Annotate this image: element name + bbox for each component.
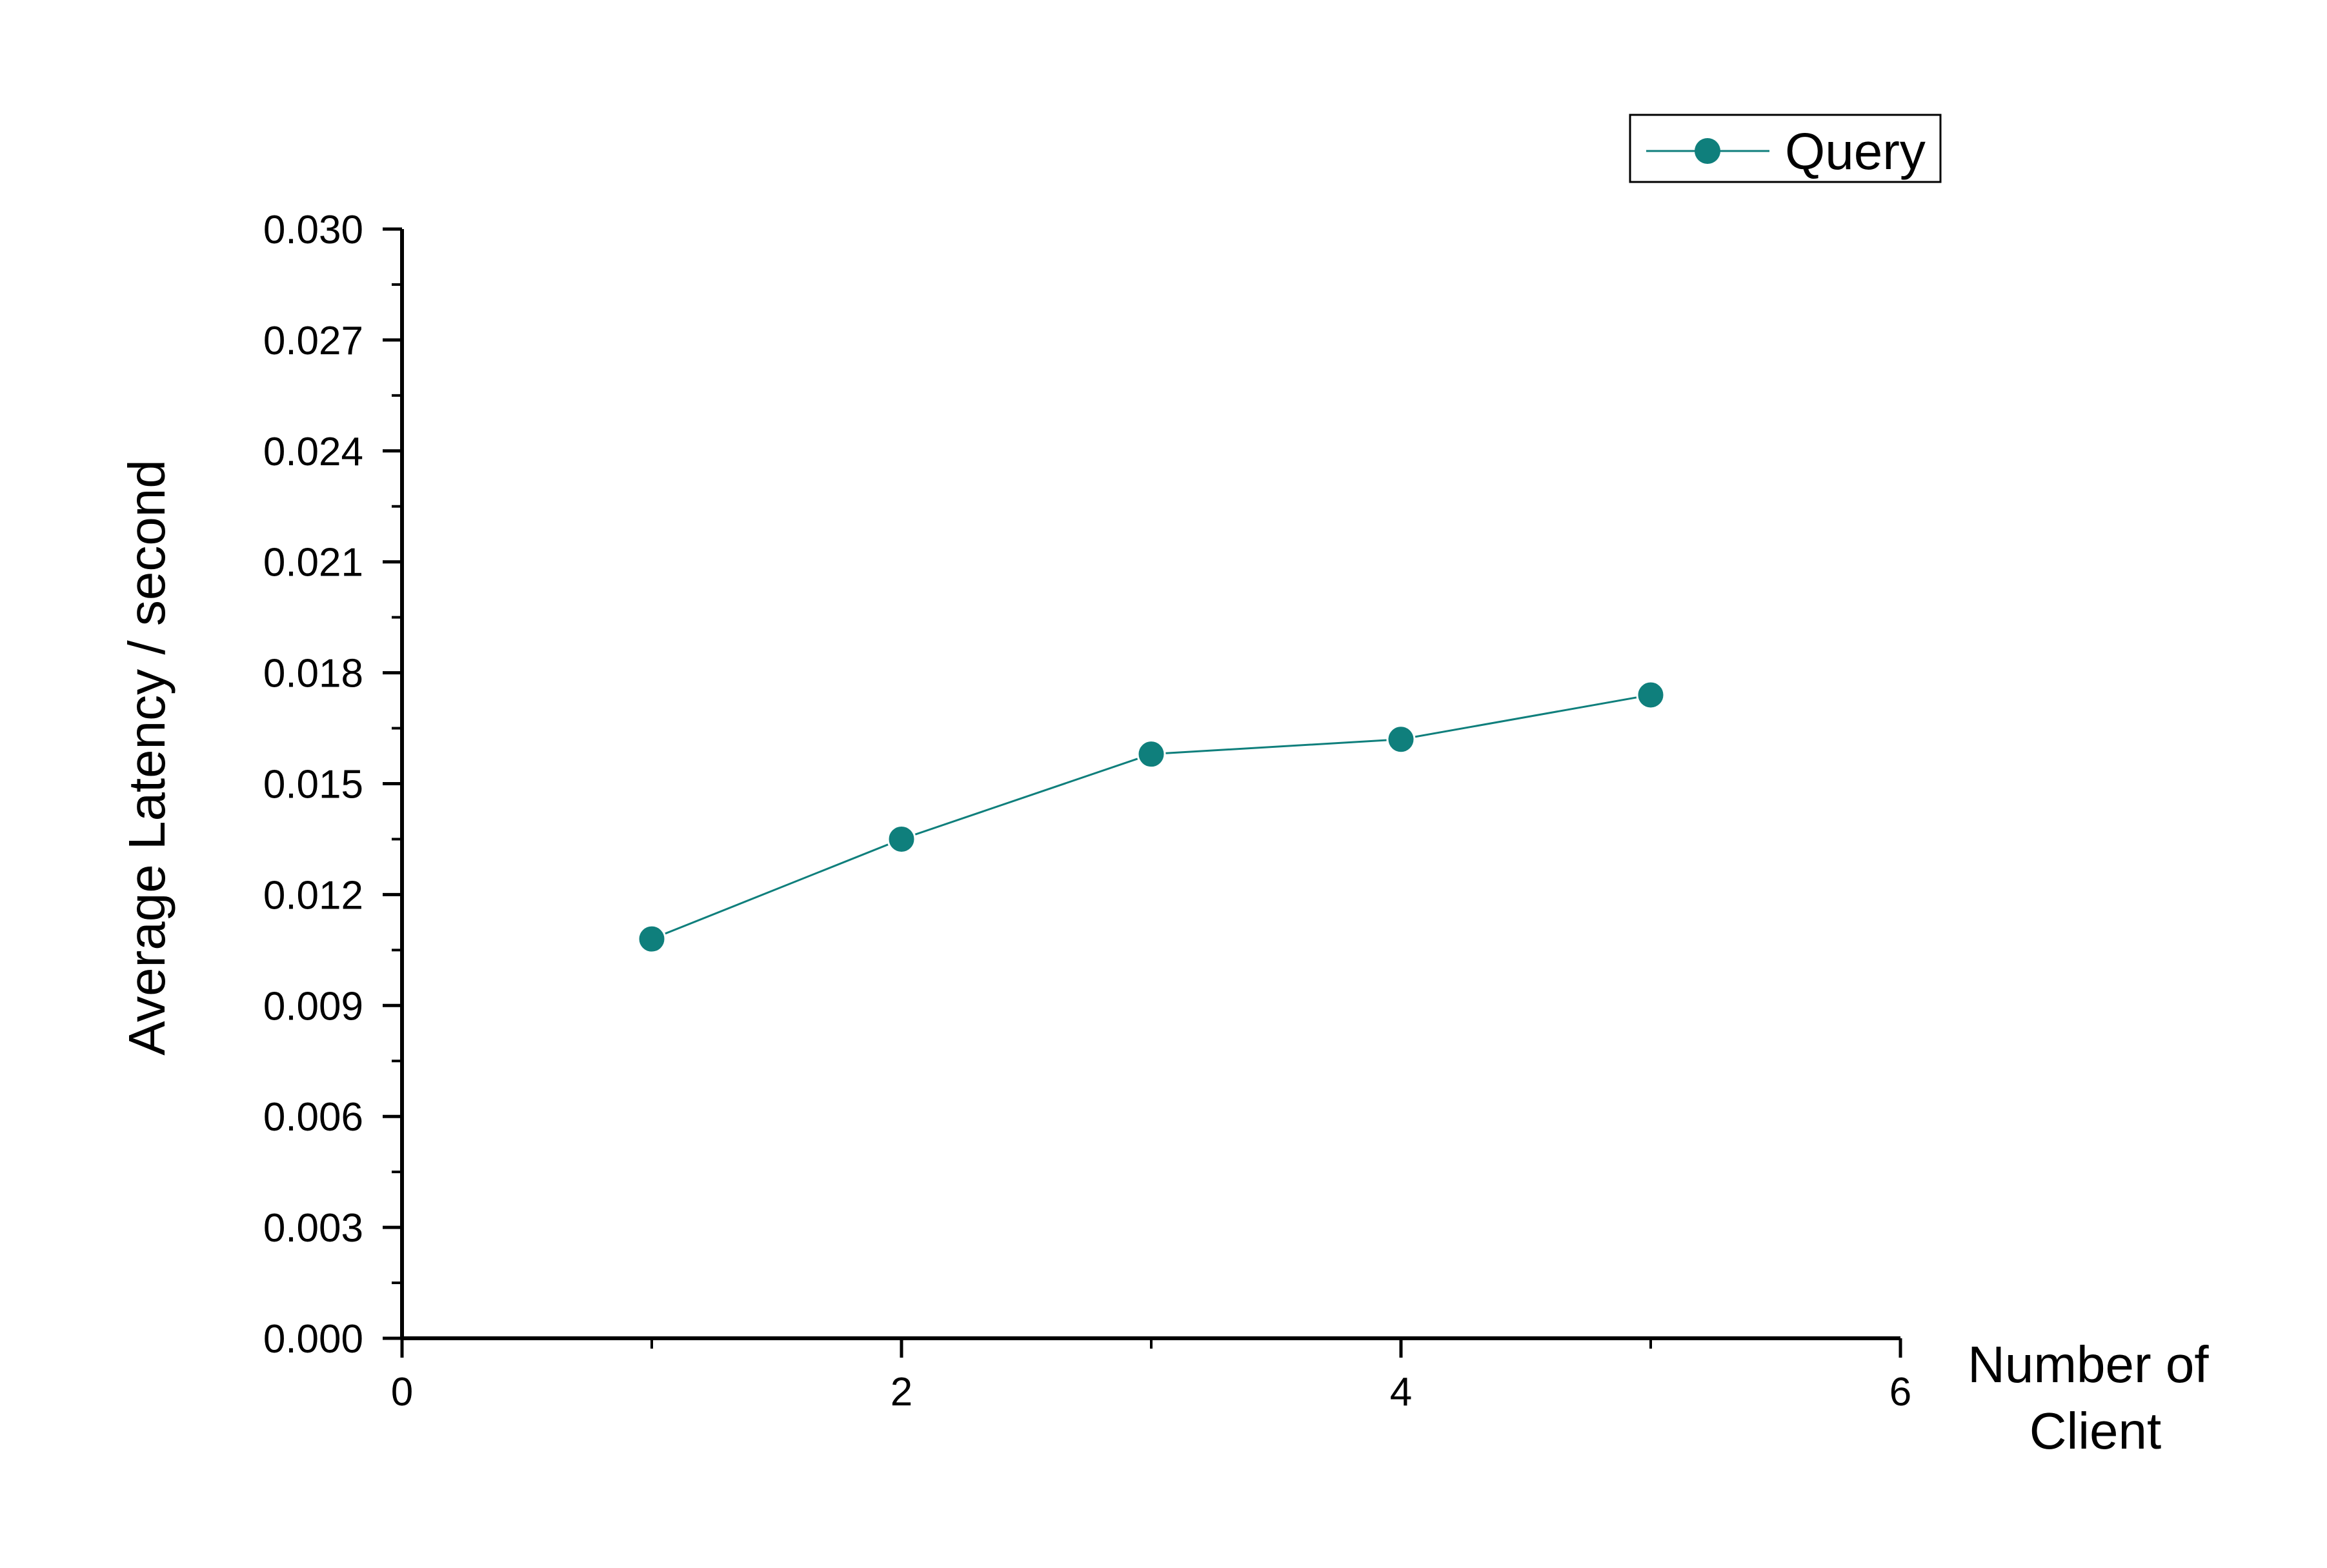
y-tick-label: 0.006: [263, 1095, 363, 1140]
y-axis-title: Average Latency / second: [118, 459, 176, 1056]
y-tick-label: 0.018: [263, 652, 363, 696]
data-point: [1636, 680, 1666, 710]
x-ticks: 0 2 4 6: [391, 1338, 1911, 1414]
y-tick-label: 0.024: [263, 430, 363, 474]
x-axis-title: Number of Client: [1968, 1336, 2223, 1460]
y-ticks: 0.000 0.003 0.006 0.009 0.012 0.015 0.018 0.021…: [263, 208, 402, 1362]
axes: [400, 229, 1900, 1340]
y-tick-label: 0.000: [263, 1317, 363, 1362]
y-tick-label: 0.021: [263, 541, 363, 585]
y-tick-label: 0.012: [263, 873, 363, 918]
x-axis-title-line-1: Number of: [1968, 1336, 2209, 1393]
data-point: [887, 824, 916, 854]
x-tick-label: 6: [1889, 1370, 1911, 1414]
x-axis-title-line-2: Client: [2030, 1402, 2162, 1460]
x-tick-label: 2: [891, 1370, 912, 1414]
x-tick-label: 4: [1390, 1370, 1412, 1414]
y-tick-label: 0.003: [263, 1206, 363, 1251]
y-tick-label: 0.015: [263, 763, 363, 807]
data-point: [1386, 725, 1416, 754]
legend-marker-sample: [1695, 138, 1720, 164]
series-line-query: [651, 694, 1651, 940]
y-tick-label: 0.027: [263, 319, 363, 363]
series-query: [637, 680, 1666, 954]
data-point: [1136, 739, 1166, 769]
legend-box: [1629, 114, 1942, 183]
legend: Query: [1629, 114, 1942, 183]
x-tick-label: 0: [391, 1370, 413, 1414]
y-tick-label: 0.009: [263, 984, 363, 1029]
data-point: [637, 924, 667, 954]
y-tick-label: 0.030: [263, 208, 363, 252]
legend-label: Query: [1785, 123, 1926, 180]
